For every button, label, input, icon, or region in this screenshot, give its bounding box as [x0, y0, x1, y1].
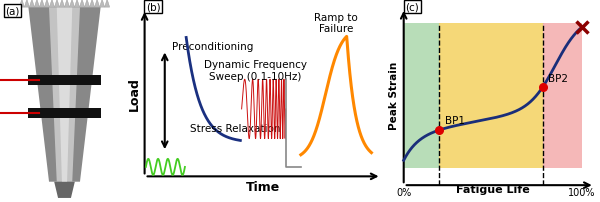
Polygon shape [49, 8, 80, 182]
Polygon shape [40, 0, 44, 8]
FancyBboxPatch shape [28, 76, 101, 86]
Text: (c): (c) [406, 2, 419, 12]
Text: INS: INS [4, 120, 22, 129]
Polygon shape [25, 0, 29, 8]
Polygon shape [74, 0, 80, 8]
Polygon shape [19, 0, 25, 8]
Polygon shape [34, 0, 40, 8]
Text: Preconditioning: Preconditioning [172, 42, 254, 52]
Polygon shape [44, 0, 49, 8]
Text: Ramp to
Failure: Ramp to Failure [314, 13, 358, 34]
Text: MID: MID [4, 87, 24, 96]
Polygon shape [59, 0, 65, 8]
Polygon shape [65, 0, 70, 8]
Text: Load: Load [128, 76, 140, 110]
Polygon shape [54, 182, 75, 198]
Polygon shape [28, 8, 101, 182]
Polygon shape [85, 0, 89, 8]
Polygon shape [100, 0, 104, 8]
Polygon shape [29, 0, 34, 8]
FancyBboxPatch shape [28, 108, 101, 118]
Text: Dynamic Frequency
Sweep (0.1-10Hz): Dynamic Frequency Sweep (0.1-10Hz) [204, 60, 307, 81]
Polygon shape [80, 0, 85, 8]
Text: Time: Time [246, 180, 280, 193]
Text: 0%: 0% [396, 187, 412, 197]
Text: BP2: BP2 [548, 74, 568, 84]
Text: Peak Strain: Peak Strain [389, 62, 399, 130]
Polygon shape [70, 0, 74, 8]
Polygon shape [104, 0, 110, 8]
Bar [543, 23, 582, 168]
Text: Fatigue Life: Fatigue Life [456, 184, 530, 195]
Polygon shape [57, 8, 72, 182]
Polygon shape [95, 0, 100, 8]
Polygon shape [49, 0, 55, 8]
Text: 100%: 100% [568, 187, 596, 197]
Text: (b): (b) [146, 2, 160, 12]
Bar [439, 23, 543, 168]
Text: BP1: BP1 [445, 115, 465, 125]
Text: (a): (a) [5, 6, 20, 16]
Text: Stress Relaxation: Stress Relaxation [190, 123, 280, 133]
Polygon shape [89, 0, 95, 8]
Polygon shape [55, 0, 59, 8]
Bar [404, 23, 439, 168]
